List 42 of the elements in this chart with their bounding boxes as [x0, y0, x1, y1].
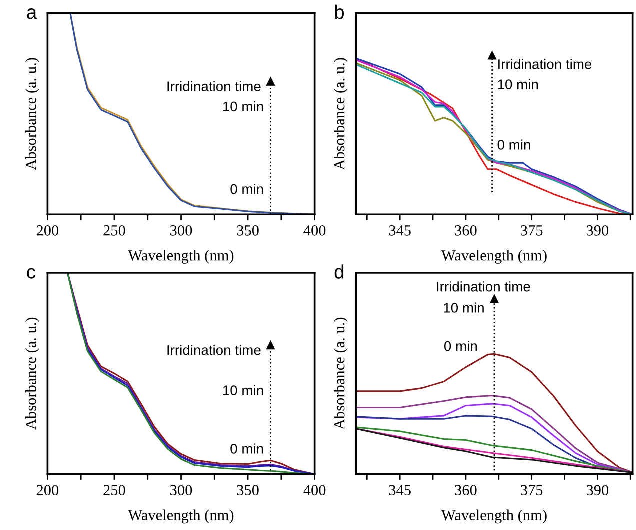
x-tick-label: 360 — [455, 485, 477, 496]
x-tick-label: 300 — [170, 485, 192, 496]
x-axis-title: Wavelength (nm) — [441, 510, 547, 524]
annotation: Irridination time — [168, 345, 261, 356]
annotation: Irridination time — [498, 59, 592, 70]
x-tick-label: 390 — [586, 226, 609, 236]
x-tick-label: 400 — [304, 485, 326, 496]
x-tick-label: 350 — [237, 226, 259, 236]
y-axis-title: Absorbance (a. u.) — [334, 318, 348, 430]
chart-title: c — [27, 268, 36, 279]
text: Irridination time — [437, 282, 530, 292]
x-tick-label: 350 — [237, 485, 259, 496]
y-axis-title: Absorbance (a. u.) — [334, 58, 348, 170]
x-tick-label: 250 — [104, 226, 126, 236]
text: 10 min — [444, 302, 484, 313]
annotation: Irridination time — [168, 81, 261, 92]
text: 0 min — [444, 340, 477, 352]
x-tick-label: 345 — [389, 485, 411, 496]
annotation: 10 min — [223, 385, 264, 396]
x-tick-label: 250 — [104, 485, 126, 496]
annotation: 10 min — [498, 79, 538, 90]
x-tick-label: 375 — [521, 226, 543, 236]
annotation: 0 min — [498, 140, 530, 150]
x-tick-label: 360 — [455, 226, 477, 236]
x-axis-title: Wavelength (nm) — [128, 510, 234, 524]
y-axis-title: Absorbance (a. u.) — [26, 58, 40, 170]
x-axis-title: Wavelength (nm) — [128, 250, 234, 264]
annotation: 10 min — [223, 101, 264, 112]
chart-title: b — [335, 4, 344, 20]
x-tick-label: 345 — [389, 226, 411, 236]
chart-title: d — [334, 264, 344, 279]
x-tick-label: 390 — [586, 485, 609, 496]
x-tick-label: 375 — [521, 485, 543, 496]
chart-title: a — [27, 8, 38, 20]
x-tick-label: 400 — [304, 226, 326, 236]
x-tick-label: 300 — [170, 226, 192, 236]
annotation: 0 min — [230, 184, 264, 194]
x-tick-label: 200 — [36, 226, 59, 236]
x-axis-title: Wavelength (nm) — [441, 250, 547, 264]
x-tick-label: 200 — [36, 485, 59, 496]
annotation: 0 min — [230, 444, 264, 454]
y-axis-title: Absorbance (a. u.) — [26, 318, 40, 430]
